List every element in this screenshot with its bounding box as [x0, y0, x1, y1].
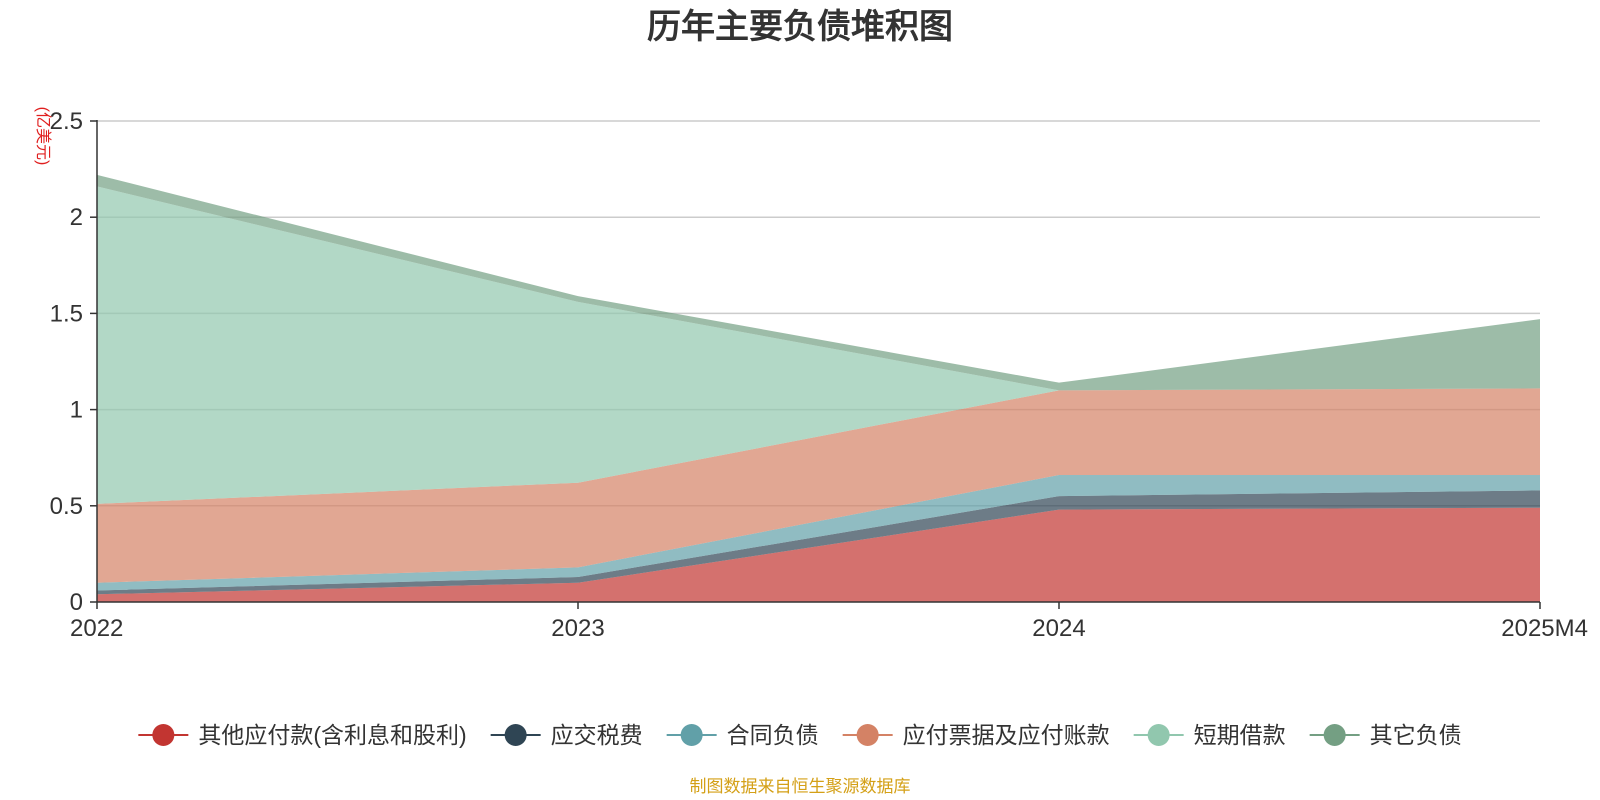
legend-label: 应交税费 — [551, 722, 643, 748]
legend-label: 应付票据及应付账款 — [903, 722, 1110, 748]
series-area-3 — [97, 388, 1540, 583]
series-area-2 — [97, 475, 1540, 591]
legend-item-1[interactable]: 应交税费 — [490, 722, 643, 748]
series-area-5 — [97, 174, 1540, 391]
legend-label: 短期借款 — [1194, 722, 1286, 748]
legend-label: 合同负债 — [727, 722, 819, 748]
legend-item-0[interactable]: 其他应付款(含利息和股利) — [138, 722, 467, 748]
y-tick-label: 2.5 — [50, 108, 83, 135]
legend-label: 其他应付款(含利息和股利) — [198, 722, 466, 748]
y-tick-label: 0.5 — [50, 493, 83, 520]
legend-marker — [1147, 724, 1170, 746]
y-tick-label: 0 — [70, 589, 83, 616]
series-area-4 — [97, 186, 1540, 504]
source-note: 制图数据来自恒生聚源数据库 — [690, 777, 911, 796]
legend-item-4[interactable]: 短期借款 — [1133, 722, 1286, 748]
x-tick-label: 2023 — [551, 615, 604, 642]
series-area-1 — [97, 490, 1540, 595]
legend-marker — [856, 724, 879, 746]
y-tick-label: 1.5 — [50, 300, 83, 327]
legend-marker — [680, 724, 703, 746]
chart-title: 历年主要负债堆积图 — [647, 8, 953, 46]
legend-marker — [1323, 724, 1346, 746]
series-areas — [97, 174, 1540, 602]
legend-item-5[interactable]: 其它负债 — [1309, 722, 1462, 748]
x-tick-label: 2022 — [70, 615, 123, 642]
legend: 其他应付款(含利息和股利) 应交税费 合同负债 应付票据及应付账款 短期借款 其它负债 — [138, 722, 1462, 748]
x-tick-label: 2025M4 — [1501, 615, 1588, 642]
x-tick-label: 2024 — [1032, 615, 1085, 642]
y-tick-label: 1 — [70, 397, 83, 424]
legend-marker — [152, 724, 175, 746]
legend-label: 其它负债 — [1370, 722, 1462, 748]
y-tick-label: 2 — [70, 204, 83, 231]
legend-item-2[interactable]: 合同负债 — [666, 722, 819, 748]
y-axis-label: (亿美元) — [34, 107, 52, 166]
legend-marker — [504, 724, 527, 746]
legend-item-3[interactable]: 应付票据及应付账款 — [842, 722, 1110, 748]
series-area-0 — [97, 507, 1540, 602]
axes: 0 0.5 1 1.5 2 2.5 2022 2023 2024 2025M4 — [50, 108, 1588, 642]
